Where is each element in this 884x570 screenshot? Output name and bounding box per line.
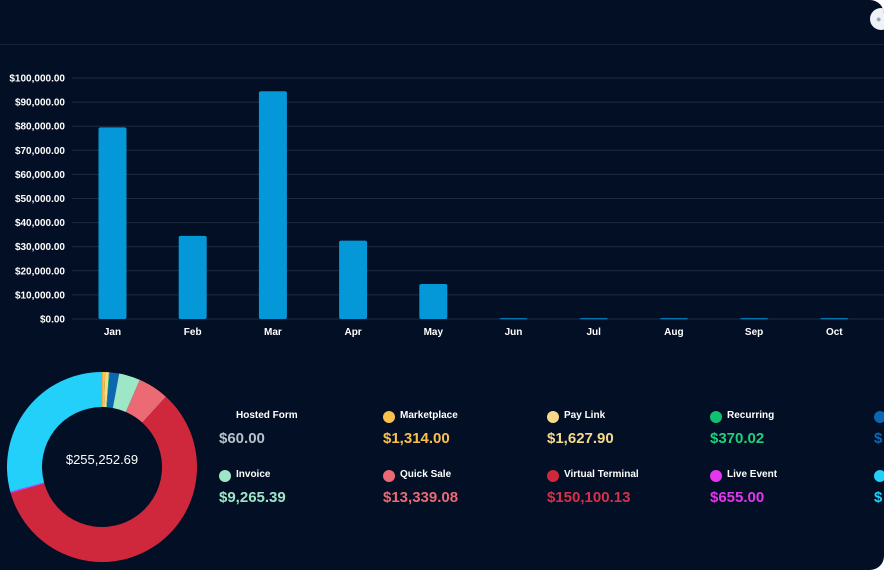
- y-tick-label: $0.00: [40, 315, 65, 326]
- x-tick-label: Aug: [664, 327, 683, 338]
- monthly-bar-chart: $0.00 $10,000.00 $20,000.00 $30,000.00 $40,0…: [9, 74, 884, 338]
- legend-value: $1,627.90: [547, 430, 614, 447]
- top-bar: ●: [0, 0, 884, 45]
- x-tick-label: May: [424, 327, 444, 338]
- legend-value: $: [874, 489, 883, 506]
- y-tick-label: $50,000.00: [15, 194, 65, 205]
- legend-item[interactable]: Virtual Terminal $150,100.13: [547, 468, 707, 518]
- bar-may[interactable]: [419, 284, 448, 319]
- x-tick-label: Jan: [104, 327, 121, 338]
- donut-slice[interactable]: [106, 372, 110, 408]
- y-tick-label: $70,000.00: [15, 146, 65, 157]
- legend-label: Virtual Terminal: [564, 469, 639, 480]
- x-tick-label: Jun: [505, 327, 523, 338]
- donut-slice[interactable]: [10, 396, 197, 562]
- donut-slice[interactable]: [6, 372, 102, 492]
- donut-slice[interactable]: [102, 372, 106, 408]
- legend-color-dot: [219, 470, 231, 482]
- bar-mar[interactable]: [258, 91, 287, 319]
- legend-item[interactable]: Quick Sale $13,339.08: [383, 468, 543, 518]
- legend-value: $60.00: [219, 430, 265, 447]
- legend-item[interactable]: $: [874, 409, 884, 459]
- legend-label: Recurring: [727, 410, 775, 421]
- y-tick-label: $40,000.00: [15, 218, 65, 229]
- settings-icon[interactable]: ●: [870, 8, 884, 30]
- legend-color-dot: [219, 411, 231, 423]
- legend-item[interactable]: $: [874, 468, 884, 518]
- bar-jun[interactable]: [499, 318, 528, 320]
- y-tick-label: $10,000.00: [15, 290, 65, 301]
- legend-item[interactable]: Hosted Form $60.00: [219, 409, 379, 459]
- donut-slice[interactable]: [112, 373, 140, 412]
- legend-value: $370.02: [710, 430, 765, 447]
- legend-label: Quick Sale: [400, 469, 452, 480]
- bar-jul[interactable]: [579, 318, 608, 320]
- legend-item[interactable]: Invoice $9,265.39: [219, 468, 379, 518]
- legend-item[interactable]: Recurring $370.02: [710, 409, 870, 459]
- legend-item[interactable]: Live Event $655.00: [710, 468, 870, 518]
- legend-label: Hosted Form: [236, 410, 298, 421]
- donut-slice[interactable]: [125, 379, 166, 423]
- legend-color-dot: [710, 470, 722, 482]
- y-tick-label: $60,000.00: [15, 170, 65, 181]
- x-tick-label: Sep: [745, 327, 763, 338]
- bar-jan[interactable]: [98, 127, 127, 319]
- y-tick-label: $30,000.00: [15, 242, 65, 253]
- legend-item[interactable]: Pay Link $1,627.90: [547, 409, 707, 459]
- bar-apr[interactable]: [339, 240, 368, 319]
- legend-color-dot: [710, 411, 722, 423]
- y-tick-label: $80,000.00: [15, 122, 65, 133]
- y-tick-label: $100,000.00: [9, 74, 65, 85]
- x-tick-label: Feb: [184, 327, 202, 338]
- x-tick-label: Mar: [264, 327, 282, 338]
- donut-slice[interactable]: [104, 372, 110, 408]
- legend-label: Marketplace: [400, 410, 458, 421]
- legend-color-dot: [547, 411, 559, 423]
- legend-item[interactable]: Marketplace $1,314.00: [383, 409, 543, 459]
- legend-value: $13,339.08: [383, 489, 459, 506]
- x-tick-label: Apr: [344, 327, 361, 338]
- legend-value: $: [874, 430, 883, 447]
- y-tick-label: $90,000.00: [15, 98, 65, 109]
- donut-slice[interactable]: [10, 482, 45, 494]
- legend-label: Pay Link: [564, 410, 606, 421]
- legend-value: $1,314.00: [383, 430, 450, 447]
- x-tick-label: Oct: [826, 327, 843, 338]
- bar-oct[interactable]: [820, 318, 849, 320]
- legend-value: $9,265.39: [219, 489, 286, 506]
- sales-donut-chart: [6, 372, 197, 562]
- bar-sep[interactable]: [740, 318, 769, 320]
- bar-feb[interactable]: [178, 235, 207, 319]
- donut-slice[interactable]: [106, 372, 120, 408]
- x-tick-label: Jul: [586, 327, 601, 338]
- legend-label: Live Event: [727, 469, 778, 480]
- legend-value: $150,100.13: [547, 489, 631, 506]
- legend-color-dot: [874, 470, 884, 482]
- legend-label: Invoice: [236, 469, 271, 480]
- donut-total: $255,252.69: [65, 452, 139, 467]
- legend-value: $655.00: [710, 489, 765, 506]
- legend-color-dot: [547, 470, 559, 482]
- legend-color-dot: [383, 470, 395, 482]
- legend-color-dot: [874, 411, 884, 423]
- bar-aug[interactable]: [659, 318, 688, 320]
- y-tick-label: $20,000.00: [15, 266, 65, 277]
- legend-color-dot: [383, 411, 395, 423]
